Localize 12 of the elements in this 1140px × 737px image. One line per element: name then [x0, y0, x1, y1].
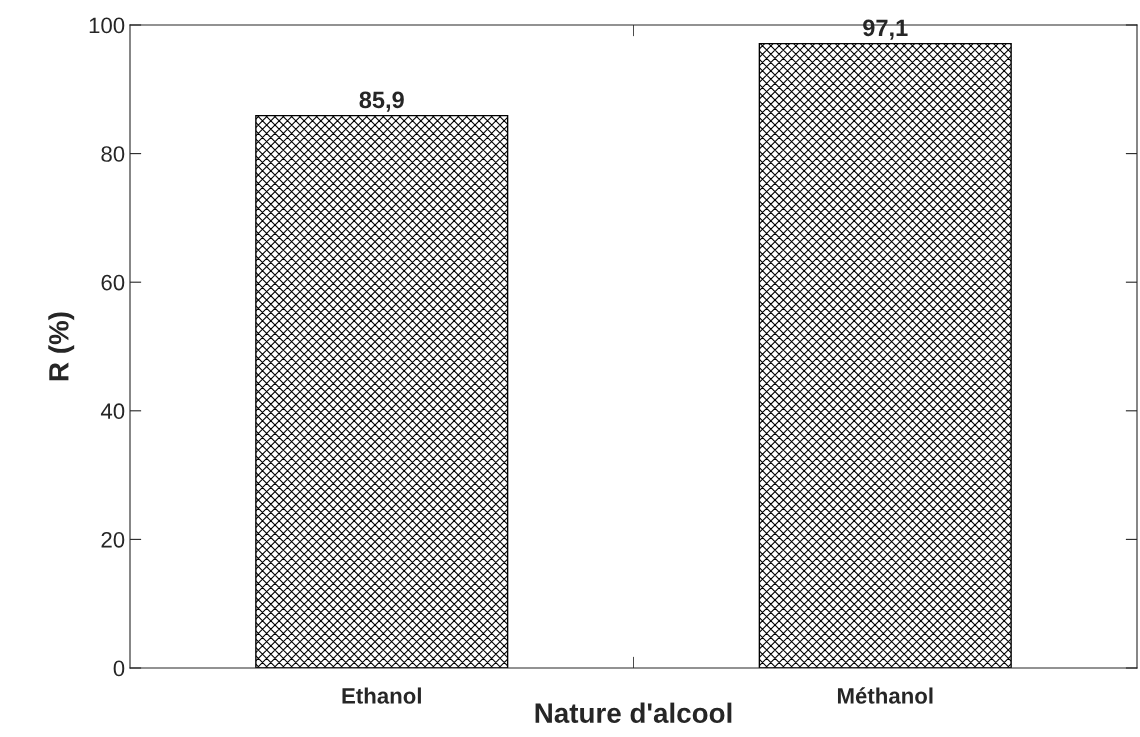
- y-tick-label: 20: [101, 531, 125, 548]
- y-tick-label: 100: [89, 17, 125, 34]
- x-tick-label: Ethanol: [342, 687, 421, 704]
- y-tick-label: 60: [101, 274, 125, 291]
- y-tick-label: 0: [113, 660, 125, 677]
- y-tick-label: 80: [101, 146, 125, 162]
- x-tick-label: Méthanol: [837, 687, 933, 704]
- data-label: 85,9: [359, 91, 404, 112]
- x-axis-title: Nature d'alcool: [535, 702, 732, 724]
- data-label: 97,1: [863, 19, 908, 40]
- y-tick-label: 40: [100, 403, 125, 420]
- y-axis-title: R (%): [48, 312, 75, 381]
